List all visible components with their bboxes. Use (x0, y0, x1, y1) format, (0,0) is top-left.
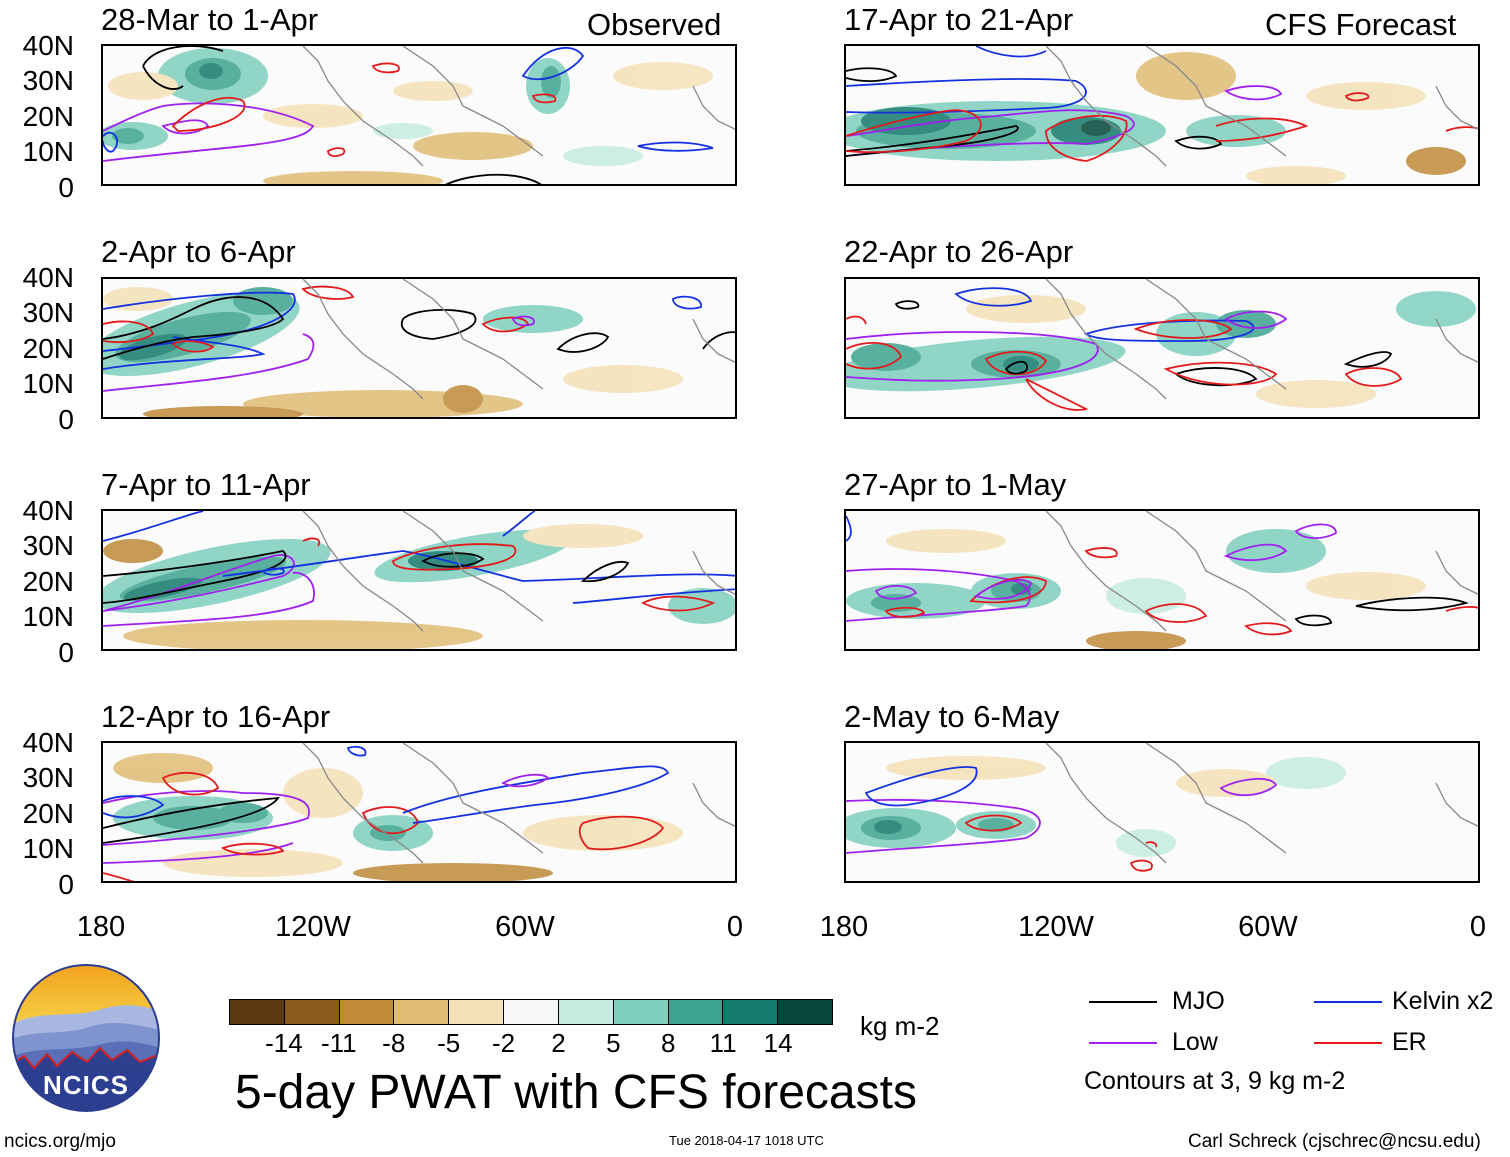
colorbar-label: 11 (709, 1028, 737, 1058)
legend-note: Contours at 3, 9 kg m-2 (1084, 1067, 1346, 1095)
lat-label: 20N (22, 566, 74, 597)
lon-label: 180 (819, 911, 869, 943)
lat-label: 40N (22, 30, 74, 61)
colorbar-swatch (722, 1000, 778, 1024)
legend-label-kelvin: Kelvin x2 (1392, 987, 1494, 1015)
colorbar-swatch (230, 1000, 284, 1024)
lon-label: 60W (495, 911, 555, 943)
lat-label: 0 (58, 869, 74, 900)
map-panel-l1 (101, 44, 737, 186)
lat-label: 20N (22, 101, 74, 132)
legend-label-er: ER (1392, 1028, 1427, 1056)
colorbar-label: -5 (437, 1028, 461, 1058)
colorbar-swatch (667, 1000, 723, 1024)
figure-title: 5-day PWAT with CFS forecasts (235, 1066, 917, 1119)
footer-credit: Carl Schreck (cjschrec@ncsu.edu) (1188, 1131, 1481, 1152)
map-panel-r3 (844, 509, 1480, 651)
cfs-forecast-header: CFS Forecast (1265, 7, 1457, 42)
panel-title-l2: 2-Apr to 6-Apr (101, 234, 296, 269)
lat-label: 30N (22, 65, 74, 96)
map-plot (846, 279, 1478, 411)
colorbar-units: kg m-2 (860, 1011, 940, 1041)
colorbar-swatch (448, 1000, 504, 1024)
lat-label: 20N (22, 333, 74, 364)
colorbar-label: 2 (551, 1028, 566, 1058)
panel-title-r2: 22-Apr to 26-Apr (844, 234, 1074, 269)
panel-title-r3: 27-Apr to 1-May (844, 467, 1067, 502)
lat-label: 0 (58, 637, 74, 668)
map-panel-r2 (844, 277, 1480, 419)
lat-label: 10N (22, 368, 74, 399)
lon-label: 180 (76, 911, 126, 943)
colorbar-swatches (229, 999, 833, 1025)
colorbar-label: -8 (382, 1028, 406, 1058)
lat-label: 30N (22, 297, 74, 328)
map-plot (846, 743, 1478, 872)
map-plot (846, 46, 1478, 184)
ncics-logo: NCICS (12, 964, 160, 1112)
panel-title-l4: 12-Apr to 16-Apr (101, 699, 331, 734)
colorbar-swatch (393, 1000, 449, 1024)
map-plot (846, 511, 1478, 649)
lat-label: 10N (22, 136, 74, 167)
colorbar-swatch (612, 1000, 668, 1024)
colorbar-label: -2 (491, 1028, 516, 1058)
colorbar-label: -11 (320, 1028, 357, 1058)
colorbar-swatch (503, 1000, 558, 1024)
footer-timestamp: Tue 2018-04-17 1018 UTC (669, 1133, 824, 1148)
panel-title-r1: 17-Apr to 21-Apr (844, 2, 1074, 37)
lat-label: 0 (58, 404, 74, 435)
lon-label: 120W (275, 911, 351, 943)
map-panel-r4 (844, 741, 1480, 883)
colorbar-swatch (557, 1000, 613, 1024)
lat-label: 0 (58, 172, 74, 203)
panel-title-r4: 2-May to 6-May (844, 699, 1060, 734)
colorbar-label: -14 (265, 1028, 303, 1058)
lon-label: 60W (1238, 911, 1298, 943)
legend-line-er (1314, 1042, 1382, 1044)
colorbar-swatch (338, 1000, 394, 1024)
legend-line-low (1089, 1042, 1157, 1044)
legend-label-low: Low (1172, 1028, 1218, 1056)
panel-title-l3: 7-Apr to 11-Apr (101, 467, 311, 502)
panel-title-l1: 28-Mar to 1-Apr (101, 2, 319, 37)
logo-text: NCICS (43, 1070, 129, 1100)
colorbar-label: 14 (763, 1028, 793, 1058)
lat-label: 40N (22, 495, 74, 526)
lat-label: 10N (22, 833, 74, 864)
legend-label-mjo: MJO (1172, 987, 1225, 1015)
map-plot (103, 46, 735, 184)
lon-label: 120W (1018, 911, 1094, 943)
lat-label: 40N (22, 727, 74, 758)
colorbar-label: 5 (606, 1028, 621, 1058)
map-panel-r1 (844, 44, 1480, 186)
observed-header: Observed (587, 7, 722, 42)
lat-label: 40N (22, 262, 74, 293)
lon-label: 0 (1469, 911, 1487, 943)
lat-label: 20N (22, 798, 74, 829)
legend-line-kelvin (1314, 1001, 1382, 1003)
colorbar-swatch (777, 1000, 832, 1024)
lon-label: 0 (726, 911, 744, 943)
footer-url: ncics.org/mjo (4, 1131, 116, 1152)
map-plot (103, 743, 735, 881)
colorbar-swatch (283, 1000, 339, 1024)
map-panel-l2 (101, 277, 737, 419)
legend-line-mjo (1089, 1001, 1157, 1003)
map-panel-l3 (101, 509, 737, 651)
map-plot (103, 511, 735, 649)
map-plot (103, 279, 735, 417)
lat-label: 30N (22, 762, 74, 793)
colorbar (229, 999, 833, 1025)
lat-label: 10N (22, 601, 74, 632)
colorbar-label: 8 (661, 1028, 676, 1058)
lat-label: 30N (22, 530, 74, 561)
map-panel-l4 (101, 741, 737, 883)
